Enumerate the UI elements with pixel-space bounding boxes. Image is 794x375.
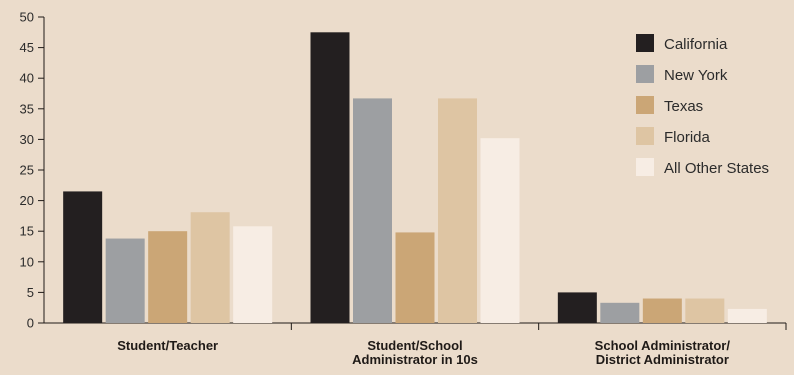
- y-tick-label: 35: [20, 101, 34, 116]
- bar-florida: [685, 298, 725, 323]
- y-tick-label: 20: [20, 193, 34, 208]
- bar-california: [310, 32, 350, 324]
- bar-new-york: [105, 238, 145, 323]
- category-label-line: School Administrator/: [595, 338, 731, 353]
- y-tick-label: 5: [27, 285, 34, 300]
- legend-swatch: [636, 158, 654, 176]
- legend-swatch: [636, 65, 654, 83]
- bars: [63, 32, 767, 324]
- bar-texas: [148, 231, 188, 323]
- bar-new-york: [353, 98, 392, 324]
- legend: California New York Texas Florida All Other …: [636, 34, 769, 177]
- legend-label: All Other States: [664, 160, 769, 177]
- y-tick-label: 15: [20, 224, 34, 239]
- bar-new-york: [600, 302, 640, 323]
- bar-all-other-states: [233, 226, 273, 323]
- legend-label: California: [664, 36, 728, 53]
- category-label: Student/School Administrator in 10s: [352, 338, 478, 367]
- bar-florida: [190, 212, 230, 323]
- bar-florida: [438, 98, 477, 324]
- y-tick-label: 45: [20, 40, 34, 55]
- bar-all-other-states: [480, 138, 520, 323]
- bar-texas: [642, 298, 682, 323]
- y-tick-label: 50: [20, 10, 34, 25]
- legend-label: Florida: [664, 129, 711, 146]
- bar-texas: [395, 232, 435, 323]
- y-tick-label: 0: [27, 316, 34, 331]
- category-label-line: Student/Teacher: [117, 338, 218, 353]
- category-label-line: Student/School: [367, 338, 462, 353]
- y-tick-label: 10: [20, 254, 34, 269]
- category-label-line: District Administrator: [596, 352, 729, 367]
- category-label-line: Administrator in 10s: [352, 352, 478, 367]
- y-tick-label: 25: [20, 163, 34, 178]
- y-axis: 0 5 10 15 20 25 30 35 40 45 50: [20, 10, 45, 331]
- legend-label: New York: [664, 67, 728, 84]
- legend-swatch: [636, 96, 654, 114]
- x-axis: Student/Teacher Student/School Administrat…: [44, 322, 787, 367]
- bar-all-other-states: [727, 308, 767, 323]
- legend-swatch: [636, 34, 654, 52]
- category-label: School Administrator/District Administra…: [595, 338, 731, 367]
- bar-california: [63, 191, 103, 323]
- bar-california: [557, 292, 597, 323]
- y-tick-label: 30: [20, 132, 34, 147]
- legend-swatch: [636, 127, 654, 145]
- category-label: Student/Teacher: [117, 338, 218, 353]
- legend-label: Texas: [664, 98, 703, 115]
- y-tick-label: 40: [20, 71, 34, 86]
